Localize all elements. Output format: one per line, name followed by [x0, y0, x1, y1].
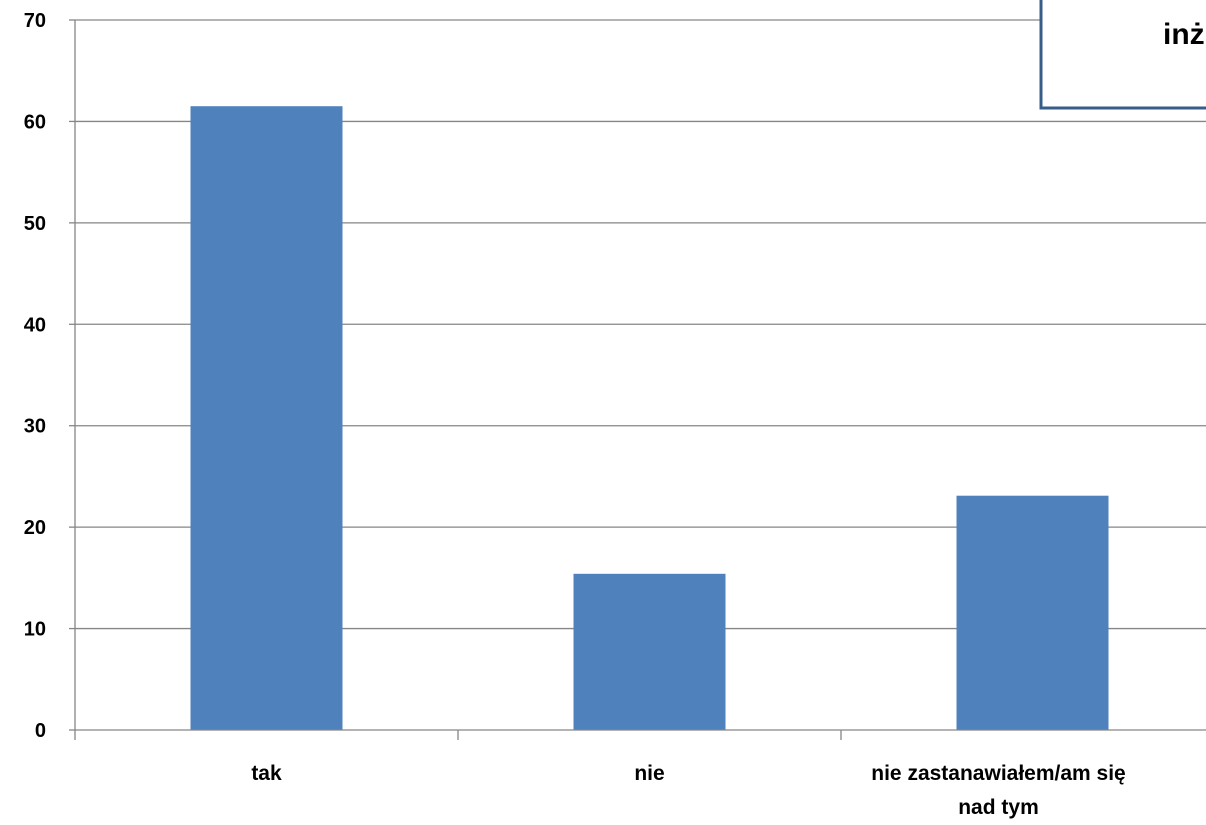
- x-category-label: nie zastanawiałem/am się: [871, 762, 1125, 785]
- bar-3: [956, 495, 1109, 730]
- bar-2: [573, 573, 726, 730]
- y-tick-label: 20: [24, 517, 46, 539]
- y-tick-label: 60: [24, 111, 46, 133]
- legend-box: [1039, 0, 1206, 110]
- y-tick-label: 10: [24, 619, 46, 641]
- bars: [190, 106, 1109, 730]
- y-tick-label: 0: [35, 720, 46, 742]
- axes: [69, 19, 1206, 740]
- legend: inż: [1039, 0, 1206, 110]
- x-category-labels: tak nie nie zastanawiałem/am się nad tym: [251, 762, 1125, 819]
- x-category-label: nad tym: [958, 796, 1039, 819]
- y-tick-label: 40: [24, 314, 46, 336]
- y-tick-label: 70: [24, 10, 46, 32]
- x-category-label: tak: [251, 762, 282, 785]
- legend-entry: inż: [1163, 18, 1205, 51]
- bar-1: [190, 106, 343, 730]
- y-tick-labels: 0 10 20 30 40 50 60 70: [24, 10, 46, 742]
- y-tick-label: 50: [24, 213, 46, 235]
- y-tick-label: 30: [24, 416, 46, 438]
- x-category-label: nie: [634, 762, 664, 785]
